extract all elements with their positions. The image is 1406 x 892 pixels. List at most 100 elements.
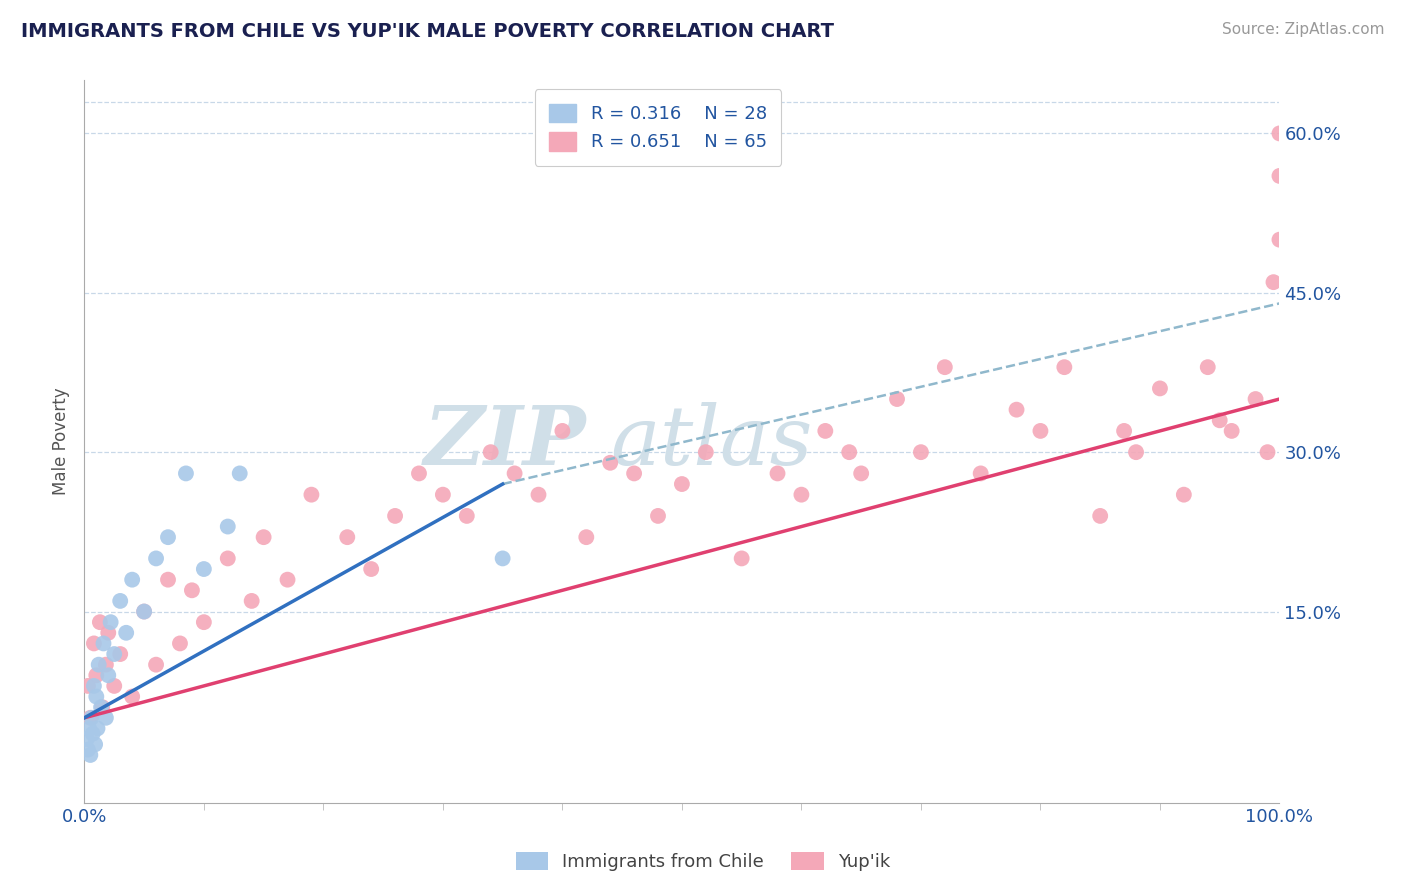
Point [1209, 413, 1232, 427]
Point [91, 700, 114, 714]
Point [94, 711, 117, 725]
Point [86, 690, 108, 704]
Text: atlas: atlas [610, 401, 813, 482]
Point [76, 732, 98, 747]
Text: ZIP: ZIP [423, 401, 586, 482]
Point [89, 615, 111, 630]
Point [94, 657, 117, 672]
Point [336, 530, 359, 544]
Point [838, 445, 860, 459]
Point [132, 605, 156, 619]
Point [527, 488, 550, 502]
Point [77, 722, 100, 736]
Point [84, 737, 107, 751]
Point [492, 551, 515, 566]
Point [83, 636, 105, 650]
Point [647, 508, 669, 523]
Point [90, 700, 112, 714]
Point [77, 679, 100, 693]
Point [193, 615, 215, 630]
Point [1149, 381, 1171, 395]
Point [79, 747, 101, 762]
Point [970, 467, 993, 481]
Point [1263, 275, 1285, 289]
Point [229, 467, 252, 481]
Point [132, 605, 156, 619]
Point [115, 625, 138, 640]
Point [121, 690, 143, 704]
Point [174, 467, 197, 481]
Point [93, 636, 115, 650]
Point [97, 625, 120, 640]
Point [910, 445, 932, 459]
Point [479, 445, 502, 459]
Point [157, 573, 180, 587]
Point [253, 530, 276, 544]
Point [408, 467, 430, 481]
Point [671, 477, 693, 491]
Point [731, 551, 754, 566]
Point [1268, 169, 1291, 183]
Point [575, 530, 598, 544]
Point [934, 360, 956, 375]
Y-axis label: Male Poverty: Male Poverty [52, 388, 70, 495]
Point [695, 445, 717, 459]
Point [886, 392, 908, 406]
Point [456, 508, 478, 523]
Point [100, 615, 122, 630]
Point [384, 508, 406, 523]
Point [103, 647, 125, 661]
Point [145, 657, 167, 672]
Legend: Immigrants from Chile, Yup'ik: Immigrants from Chile, Yup'ik [509, 845, 897, 879]
Point [1244, 392, 1267, 406]
Point [301, 488, 323, 502]
Point [766, 467, 789, 481]
Point [1053, 360, 1076, 375]
Point [1197, 360, 1219, 375]
Point [1268, 233, 1291, 247]
Point [97, 668, 120, 682]
Point [1005, 402, 1028, 417]
Point [814, 424, 837, 438]
Point [1029, 424, 1052, 438]
Point [1257, 445, 1279, 459]
Legend: R = 0.316    N = 28, R = 0.651    N = 65: R = 0.316 N = 28, R = 0.651 N = 65 [534, 89, 782, 166]
Point [277, 573, 299, 587]
Point [83, 679, 105, 693]
Point [851, 467, 873, 481]
Point [86, 722, 108, 736]
Point [110, 647, 132, 661]
Point [80, 711, 103, 725]
Point [169, 636, 191, 650]
Point [599, 456, 621, 470]
Point [551, 424, 574, 438]
Point [790, 488, 813, 502]
Text: IMMIGRANTS FROM CHILE VS YUP'IK MALE POVERTY CORRELATION CHART: IMMIGRANTS FROM CHILE VS YUP'IK MALE POV… [21, 22, 834, 41]
Point [82, 727, 104, 741]
Point [87, 657, 110, 672]
Text: Source: ZipAtlas.com: Source: ZipAtlas.com [1222, 22, 1385, 37]
Point [103, 679, 125, 693]
Point [193, 562, 215, 576]
Point [110, 594, 132, 608]
Point [432, 488, 454, 502]
Point [503, 467, 526, 481]
Point [86, 668, 108, 682]
Point [79, 711, 101, 725]
Point [217, 551, 239, 566]
Point [623, 467, 645, 481]
Point [1090, 508, 1112, 523]
Point [157, 530, 180, 544]
Point [1114, 424, 1136, 438]
Point [181, 583, 204, 598]
Point [360, 562, 382, 576]
Point [1268, 127, 1291, 141]
Point [240, 594, 263, 608]
Point [217, 519, 239, 533]
Point [121, 573, 143, 587]
Point [1220, 424, 1243, 438]
Point [77, 742, 100, 756]
Point [145, 551, 167, 566]
Point [1125, 445, 1147, 459]
Point [1173, 488, 1195, 502]
